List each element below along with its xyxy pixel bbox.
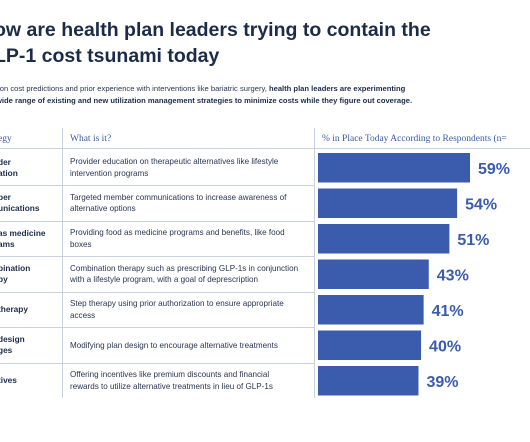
strategy-description: Providing food as medicine programs and … bbox=[70, 227, 285, 250]
strategy-description: Modifying plan design to encourage alter… bbox=[70, 340, 278, 352]
row-divider bbox=[0, 362, 314, 364]
bar bbox=[318, 188, 458, 218]
strategy-description: Step therapy using prior authorization t… bbox=[70, 298, 284, 321]
intro-line-1: l on cost predictions and prior experien… bbox=[0, 83, 405, 95]
intro-line-1-normal: l on cost predictions and prior experien… bbox=[0, 84, 269, 93]
description-line: Provider education on therapeutic altern… bbox=[70, 157, 279, 167]
header-strategy: egy bbox=[0, 134, 12, 144]
description-line: Offering incentives like premium discoun… bbox=[70, 370, 270, 380]
description-line: boxes bbox=[70, 239, 92, 249]
row-divider bbox=[0, 185, 314, 186]
strategy-line: as medicine bbox=[0, 227, 46, 238]
row-divider bbox=[0, 327, 314, 328]
strategy-name: design ges bbox=[0, 334, 25, 356]
strategy-line: therapy bbox=[0, 304, 28, 315]
description-line: rewards to utilize alternative treatment… bbox=[70, 381, 273, 391]
strategy-line: py bbox=[0, 274, 8, 285]
bar bbox=[318, 295, 424, 325]
bar bbox=[318, 330, 422, 360]
strategy-description: Provider education on therapeutic altern… bbox=[70, 156, 278, 179]
description-line: Step therapy using prior authorization t… bbox=[70, 299, 284, 309]
bar bbox=[318, 259, 429, 289]
strategy-line: design bbox=[0, 334, 25, 345]
column-divider bbox=[314, 128, 315, 398]
intro-line-2-bold: wide range of existing and new utilizati… bbox=[0, 96, 413, 105]
strategy-name: tives bbox=[0, 375, 17, 386]
bar bbox=[318, 224, 450, 254]
bar-value-label: 43% bbox=[437, 267, 469, 284]
strategy-line: unications bbox=[0, 203, 40, 214]
header-percent: % in Place Today According to Respondent… bbox=[322, 134, 507, 144]
description-line: Targeted member communications to increa… bbox=[70, 192, 287, 202]
description-line: Providing food as medicine programs and … bbox=[70, 228, 285, 238]
strategy-line: ges bbox=[0, 345, 13, 356]
bar-value-label: 59% bbox=[478, 161, 510, 178]
bar-value-label: 51% bbox=[457, 232, 489, 249]
row-divider bbox=[0, 291, 314, 293]
strategy-description: Targeted member communications to increa… bbox=[70, 192, 286, 215]
strategy-description: Offering incentives like premium discoun… bbox=[70, 369, 273, 392]
bar-value-label: 40% bbox=[429, 338, 461, 355]
strategy-line: ber bbox=[0, 192, 11, 203]
description-line: Modifying plan design to encourage alter… bbox=[70, 340, 278, 350]
description-line: with a lifestyle program, with a goal of… bbox=[70, 275, 259, 285]
bar bbox=[318, 366, 419, 396]
bar bbox=[318, 153, 470, 183]
title-line-2: LP-1 cost tsunami today bbox=[0, 45, 220, 67]
strategy-name: ber unications bbox=[0, 192, 40, 214]
intro-line-2: wide range of existing and new utilizati… bbox=[0, 95, 412, 107]
intro-line-1-bold: health plan leaders are experimenting bbox=[268, 84, 406, 93]
description-line: alternative options bbox=[70, 204, 136, 214]
header-divider bbox=[0, 148, 530, 149]
description-line: intervention programs bbox=[70, 168, 149, 178]
strategy-name: bination py bbox=[0, 263, 30, 285]
row-divider bbox=[0, 256, 314, 257]
header-what-is-it: What is it? bbox=[70, 134, 112, 144]
row-divider bbox=[0, 220, 314, 222]
strategy-name: as medicine ams bbox=[0, 228, 46, 250]
column-divider bbox=[62, 128, 63, 398]
strategy-line: ation bbox=[0, 167, 18, 178]
strategy-name: der ation bbox=[0, 157, 18, 179]
title-line-1: ow are health plan leaders trying to con… bbox=[0, 19, 431, 41]
strategy-description: Combination therapy such as prescribing … bbox=[70, 263, 298, 286]
bar-value-label: 41% bbox=[432, 303, 464, 320]
strategy-name: therapy bbox=[0, 304, 28, 315]
strategy-line: der bbox=[0, 156, 11, 167]
description-line: Combination therapy such as prescribing … bbox=[70, 263, 299, 273]
strategy-line: ams bbox=[0, 238, 15, 249]
description-line: access bbox=[70, 310, 96, 320]
bar-value-label: 54% bbox=[465, 196, 497, 213]
bar-value-label: 39% bbox=[426, 374, 458, 391]
strategy-line: tives bbox=[0, 375, 17, 386]
strategy-line: bination bbox=[0, 263, 31, 274]
